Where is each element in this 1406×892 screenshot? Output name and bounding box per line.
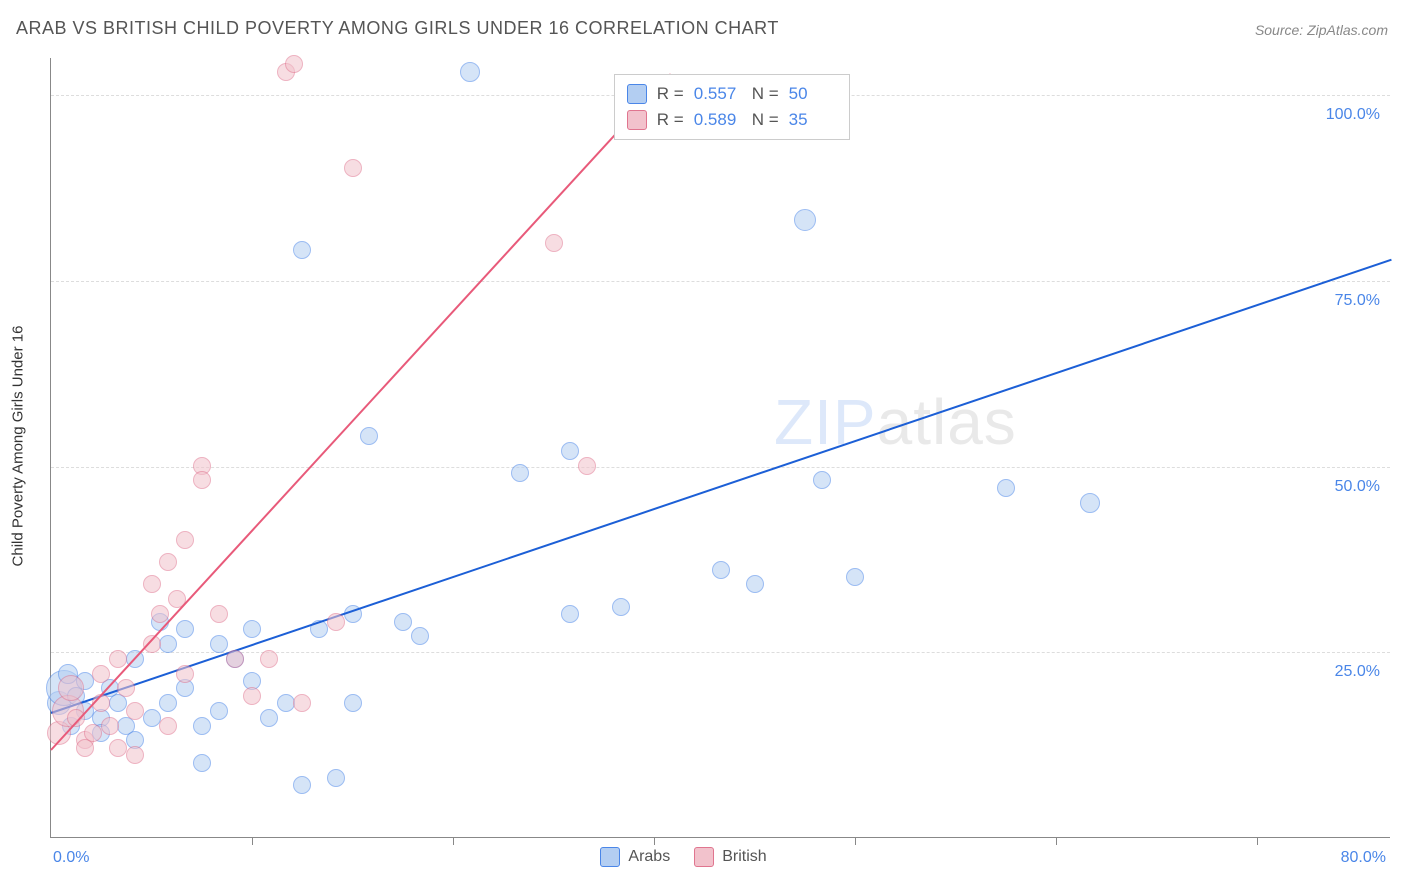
data-point: [58, 675, 84, 701]
stats-row: R = 0.557 N = 50: [627, 81, 837, 107]
data-point: [243, 687, 261, 705]
data-point: [210, 702, 228, 720]
x-tick: [453, 837, 454, 845]
data-point: [109, 650, 127, 668]
data-point: [561, 442, 579, 460]
data-point: [126, 702, 144, 720]
data-point: [117, 679, 135, 697]
x-tick: [1257, 837, 1258, 845]
x-tick: [1056, 837, 1057, 845]
legend-label: Arabs: [628, 848, 670, 866]
legend-swatch: [600, 847, 620, 867]
data-point: [813, 471, 831, 489]
gridline: [51, 467, 1390, 468]
y-tick-label: 100.0%: [1326, 106, 1380, 124]
r-label: R =: [657, 110, 684, 130]
data-point: [277, 694, 295, 712]
x-tick: [654, 837, 655, 845]
data-point: [92, 665, 110, 683]
data-point: [193, 754, 211, 772]
x-tick: [855, 837, 856, 845]
legend: Arabs British: [600, 847, 766, 867]
r-label: R =: [657, 84, 684, 104]
data-point: [84, 724, 102, 742]
data-point: [460, 62, 480, 82]
data-point: [151, 605, 169, 623]
correlation-stats-box: R = 0.557 N = 50 R = 0.589 N = 35: [614, 74, 850, 140]
watermark: ZIPatlas: [774, 385, 1017, 459]
data-point: [176, 665, 194, 683]
data-point: [285, 55, 303, 73]
data-point: [293, 694, 311, 712]
stats-row: R = 0.589 N = 35: [627, 107, 837, 133]
data-point: [293, 776, 311, 794]
x-tick-label: 80.0%: [1341, 849, 1386, 867]
x-tick: [252, 837, 253, 845]
chart-title: ARAB VS BRITISH CHILD POVERTY AMONG GIRL…: [16, 18, 779, 39]
r-value: 0.557: [694, 84, 742, 104]
data-point: [143, 575, 161, 593]
data-point: [561, 605, 579, 623]
data-point: [794, 209, 816, 231]
data-point: [159, 553, 177, 571]
legend-item: Arabs: [600, 847, 670, 867]
data-point: [997, 479, 1015, 497]
n-label: N =: [752, 84, 779, 104]
data-point: [176, 620, 194, 638]
data-point: [101, 717, 119, 735]
data-point: [159, 717, 177, 735]
data-point: [846, 568, 864, 586]
data-point: [210, 605, 228, 623]
data-point: [193, 717, 211, 735]
gridline: [51, 281, 1390, 282]
data-point: [193, 471, 211, 489]
source-attribution: Source: ZipAtlas.com: [1255, 22, 1388, 38]
data-point: [545, 234, 563, 252]
data-point: [511, 464, 529, 482]
data-point: [226, 650, 244, 668]
data-point: [327, 769, 345, 787]
data-point: [159, 694, 177, 712]
data-point: [159, 635, 177, 653]
data-point: [126, 746, 144, 764]
data-point: [293, 241, 311, 259]
data-point: [1080, 493, 1100, 513]
data-point: [243, 620, 261, 638]
data-point: [260, 650, 278, 668]
plot-area: ZIPatlas 25.0%50.0%75.0%100.0%0.0%80.0%R…: [50, 58, 1390, 838]
data-point: [394, 613, 412, 631]
n-value: 50: [789, 84, 837, 104]
n-label: N =: [752, 110, 779, 130]
trend-line: [51, 259, 1392, 714]
data-point: [327, 613, 345, 631]
data-point: [360, 427, 378, 445]
series-swatch: [627, 110, 647, 130]
data-point: [411, 627, 429, 645]
y-tick-label: 75.0%: [1335, 292, 1380, 310]
data-point: [210, 635, 228, 653]
n-value: 35: [789, 110, 837, 130]
data-point: [176, 531, 194, 549]
legend-item: British: [694, 847, 766, 867]
data-point: [109, 739, 127, 757]
y-tick-label: 50.0%: [1335, 478, 1380, 496]
data-point: [578, 457, 596, 475]
legend-label: British: [722, 848, 766, 866]
y-axis-label: Child Poverty Among Girls Under 16: [10, 326, 27, 567]
data-point: [260, 709, 278, 727]
x-tick-label: 0.0%: [53, 849, 89, 867]
data-point: [67, 709, 85, 727]
data-point: [612, 598, 630, 616]
gridline: [51, 652, 1390, 653]
trend-line: [50, 73, 671, 750]
y-tick-label: 25.0%: [1335, 663, 1380, 681]
data-point: [746, 575, 764, 593]
data-point: [344, 159, 362, 177]
legend-swatch: [694, 847, 714, 867]
data-point: [143, 709, 161, 727]
data-point: [712, 561, 730, 579]
series-swatch: [627, 84, 647, 104]
r-value: 0.589: [694, 110, 742, 130]
data-point: [344, 694, 362, 712]
